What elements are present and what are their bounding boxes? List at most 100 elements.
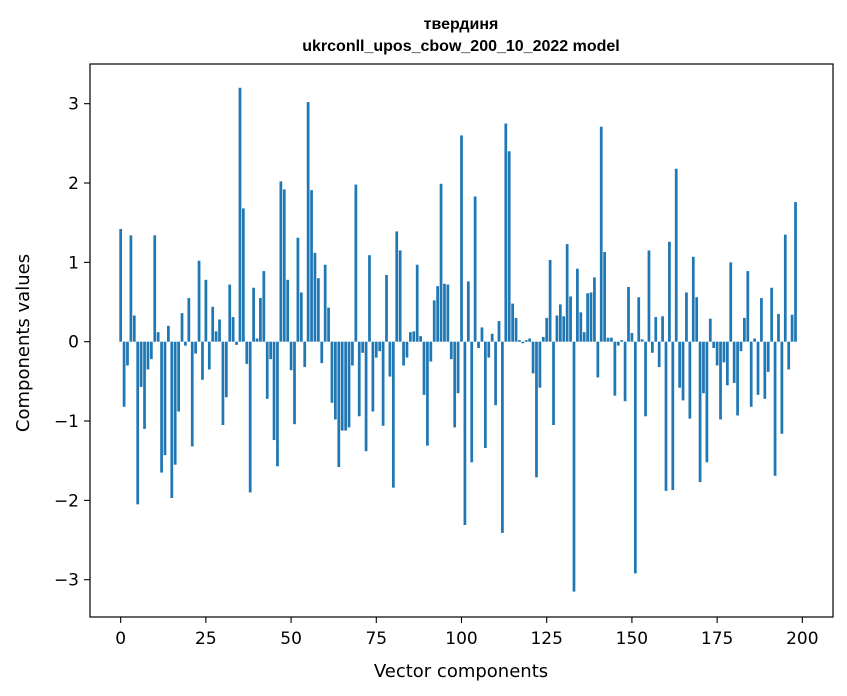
bar: [228, 284, 232, 342]
bar: [678, 341, 681, 388]
bar: [306, 102, 310, 342]
bar: [153, 235, 157, 342]
bar: [265, 341, 269, 399]
bar-series: [119, 87, 797, 592]
bar: [432, 300, 436, 342]
x-axis-label: Vector components: [374, 661, 548, 682]
bar: [685, 292, 688, 342]
y-tick-label: 3: [68, 95, 79, 115]
y-tick-label: 2: [68, 174, 79, 194]
bar: [487, 341, 491, 358]
bar: [235, 341, 238, 345]
bar: [743, 317, 746, 342]
bar: [654, 317, 658, 342]
bar: [708, 318, 712, 342]
bar: [736, 341, 739, 416]
bar: [565, 244, 569, 342]
y-axis-label: Components values: [13, 254, 34, 432]
bar: [286, 279, 290, 342]
bar: [579, 312, 583, 342]
y-tick-label: −1: [54, 412, 79, 432]
bar: [507, 151, 511, 342]
bar: [698, 341, 702, 483]
bar: [320, 341, 324, 364]
bar: [170, 341, 174, 498]
bar: [490, 333, 494, 342]
bar: [323, 264, 327, 342]
bar: [126, 341, 129, 366]
bar: [405, 341, 409, 358]
bar: [296, 237, 300, 342]
bar: [470, 341, 474, 463]
bar: [426, 341, 429, 446]
bar: [651, 341, 654, 353]
bar: [364, 341, 368, 452]
bar: [371, 341, 375, 412]
bar: [429, 341, 433, 362]
bar: [136, 341, 140, 505]
bar: [344, 341, 347, 431]
bar: [201, 341, 204, 380]
bar: [409, 332, 412, 342]
bar: [535, 341, 538, 478]
bar: [466, 281, 470, 342]
bar: [299, 292, 303, 342]
bar: [511, 303, 514, 342]
bar: [589, 292, 593, 342]
bar: [610, 337, 613, 342]
bar: [606, 337, 610, 342]
bar: [562, 316, 566, 342]
bar: [766, 341, 770, 372]
bar: [504, 123, 508, 342]
bar: [729, 262, 733, 342]
bar: [739, 341, 743, 352]
x-tick-label: 75: [365, 629, 387, 649]
bar: [204, 279, 208, 342]
bar: [347, 341, 351, 428]
chart-title-line1: твердиня: [424, 16, 499, 33]
x-tick-label: 150: [616, 629, 648, 649]
bar: [657, 341, 661, 368]
bar: [439, 183, 443, 342]
bar: [569, 296, 572, 342]
bar: [620, 340, 624, 342]
bar: [402, 341, 405, 366]
bar: [644, 341, 647, 417]
bar: [245, 341, 249, 364]
bar: [177, 341, 180, 412]
bar: [419, 336, 422, 342]
bar: [368, 255, 371, 342]
bar: [668, 241, 671, 342]
bar: [732, 341, 736, 383]
bar: [422, 341, 426, 395]
bar: [460, 135, 463, 342]
bar: [218, 319, 221, 342]
bar: [242, 208, 245, 342]
bar: [599, 126, 603, 342]
chart-title-line2: ukrconll_upos_cbow_200_10_2022 model: [302, 38, 619, 55]
bar: [184, 341, 187, 346]
bar: [446, 284, 450, 342]
bar: [259, 298, 262, 342]
bar: [640, 339, 644, 342]
bar: [521, 341, 525, 344]
x-tick-label: 100: [445, 629, 477, 649]
bar: [119, 229, 123, 342]
bar: [269, 341, 272, 360]
bar: [313, 252, 317, 342]
bar: [661, 316, 664, 342]
bar: [282, 189, 286, 342]
bar: [715, 341, 719, 366]
bar: [548, 259, 552, 342]
bar: [303, 341, 307, 368]
y-tick-label: 1: [68, 253, 79, 273]
bar: [664, 341, 668, 491]
bar: [582, 332, 586, 342]
bar: [576, 268, 579, 342]
bar: [456, 341, 460, 394]
y-tick-label: −3: [54, 571, 79, 591]
bar: [337, 341, 341, 468]
bar: [691, 256, 695, 342]
bar: [712, 341, 716, 349]
